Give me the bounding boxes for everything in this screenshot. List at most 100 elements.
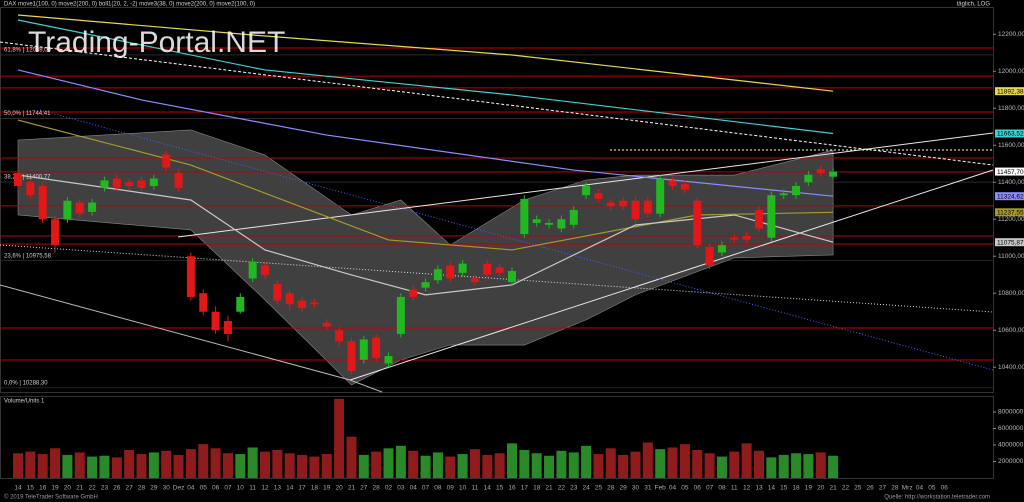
- x-tick-label: 23: [101, 485, 109, 492]
- volume-bar: [148, 452, 159, 478]
- volume-bar: [754, 450, 764, 478]
- background-layer: [0, 47, 993, 389]
- x-tick-label: 17: [298, 485, 306, 492]
- x-tick-label: 18: [311, 485, 319, 492]
- volume-bar: [99, 455, 110, 478]
- x-tick-label: 03: [397, 485, 405, 492]
- volume-bar: [531, 453, 542, 478]
- volume-bar: [198, 444, 209, 478]
- volume-bar: [420, 455, 431, 478]
- candle-body: [396, 296, 405, 334]
- x-tick-label: 06: [212, 485, 220, 492]
- candle-body: [594, 193, 603, 199]
- candle-body: [606, 202, 615, 207]
- x-tick-label: 16: [39, 485, 47, 492]
- candle-body: [433, 269, 442, 281]
- x-tick-label: 07: [224, 485, 232, 492]
- candle-body: [520, 198, 529, 235]
- volume-bar: [260, 451, 270, 478]
- trendline: [349, 379, 383, 393]
- volume-bar: [358, 454, 369, 478]
- trendline: [177, 132, 994, 238]
- volume-bar: [445, 456, 456, 478]
- x-tick-label: 05: [200, 485, 208, 492]
- price-tag-label: 11457,70: [997, 169, 1024, 176]
- volume-bar: [297, 454, 308, 478]
- candle-body: [829, 171, 838, 177]
- candle-body: [261, 265, 269, 275]
- volume-bar: [432, 452, 443, 478]
- candle-body: [582, 185, 591, 196]
- candle-body: [137, 180, 146, 188]
- x-tick-label: 19: [51, 485, 59, 492]
- candle-body: [149, 178, 158, 186]
- trendline: [0, 284, 351, 381]
- volume-bar: [469, 449, 480, 478]
- y-tick-label: 12000,00: [998, 68, 1024, 75]
- x-tick-label: 18: [533, 485, 541, 492]
- candle-body: [483, 263, 492, 275]
- candle-body: [285, 293, 294, 305]
- volume-bar: [111, 457, 122, 478]
- candle-body: [680, 184, 689, 190]
- x-tick-label: 10: [237, 485, 245, 492]
- price-frame: [0, 7, 994, 393]
- x-tick-label: 20: [335, 485, 343, 492]
- volume-bar: [321, 454, 332, 478]
- y-tick-label: 11000,00: [998, 253, 1024, 260]
- x-tick-label: 07: [706, 485, 714, 492]
- x-tick-label: 12: [261, 485, 269, 492]
- x-tick-label: 10: [459, 485, 467, 492]
- volume-bar: [383, 448, 394, 478]
- volume-bar: [334, 398, 345, 478]
- volume-bar: [642, 442, 653, 478]
- volume-bar: [50, 448, 61, 478]
- x-tick-label: 12: [743, 485, 751, 492]
- footer-left: © 2019 TeleTrader Software GmbH: [4, 494, 98, 501]
- candle-body: [236, 296, 245, 312]
- y-tick-label: 10800,00: [998, 290, 1024, 297]
- x-tick-label: 11: [731, 485, 738, 492]
- candle-body: [631, 200, 640, 220]
- volume-bar: [25, 451, 36, 478]
- candle-body: [705, 246, 714, 266]
- volume-label: Volume/Units 1: [4, 399, 45, 405]
- x-tick-label: 21: [829, 485, 837, 492]
- candle-body: [643, 200, 652, 214]
- volume-bar: [346, 436, 357, 478]
- y-tick-label: 10400,00: [998, 364, 1024, 371]
- x-tick-label: 24: [582, 485, 590, 492]
- candle-body: [162, 154, 171, 168]
- candle-body: [51, 219, 60, 246]
- y-tick-label: 11800,00: [998, 105, 1024, 112]
- x-tick-label: Dez: [173, 485, 185, 492]
- candle-body: [816, 169, 825, 173]
- candle-body: [656, 178, 665, 214]
- x-tick-label: 28: [607, 485, 615, 492]
- data-layer: 61,8% | 12088,05 50,0% | 11744,41 38,2% | …: [4, 14, 1024, 492]
- candle-body: [63, 200, 72, 220]
- candle-body: [26, 182, 35, 196]
- fib-label: 23,6% | 10975,58: [4, 253, 52, 259]
- price-tag: [995, 87, 1024, 96]
- footer-right: Quelle: http://workstation.teletrader.co…: [884, 495, 990, 501]
- volume-bar: [791, 453, 802, 478]
- candle-body: [508, 271, 516, 283]
- volume-bar: [173, 454, 184, 478]
- candle-body: [767, 195, 776, 238]
- volume-bar: [395, 445, 406, 478]
- candle-body: [495, 267, 504, 273]
- price-tag-label: 11663,52: [997, 131, 1024, 138]
- volume-bar: [716, 456, 727, 478]
- x-tick-label: 07: [422, 485, 430, 492]
- x-tick-label: 18: [792, 485, 800, 492]
- x-tick-label: 29: [620, 485, 628, 492]
- volume-bar: [272, 449, 283, 478]
- volume-bar: [210, 448, 221, 478]
- candle-body: [372, 337, 381, 358]
- candle-body: [532, 219, 541, 223]
- candle-body: [421, 282, 430, 288]
- fib-label: 0,0% | 10288,30: [4, 380, 48, 386]
- volume-bar: [519, 449, 530, 478]
